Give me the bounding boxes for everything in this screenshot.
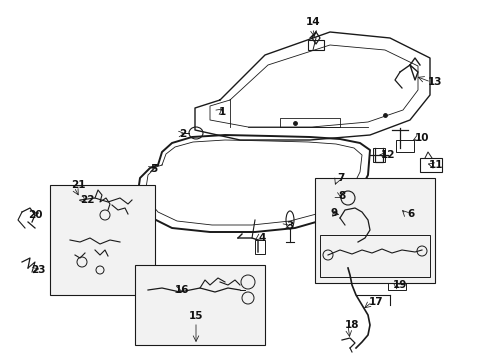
Text: 8: 8 [338,191,345,201]
Text: 15: 15 [188,311,203,321]
Text: 7: 7 [337,173,344,183]
Text: 18: 18 [344,320,359,330]
Bar [50,185,155,295]
Bar [387,280,405,290]
Text: 17: 17 [368,297,383,307]
Text: 11: 11 [428,160,442,170]
Bar [395,140,413,152]
Text: 4: 4 [258,233,265,243]
Bar [254,240,264,254]
Bar [135,265,264,345]
Bar [419,158,441,172]
Text: 9: 9 [330,208,337,218]
Bar [307,40,324,50]
Text: 10: 10 [414,133,428,143]
Text: 3: 3 [286,221,293,231]
Text: 2: 2 [179,129,186,139]
Text: 23: 23 [31,265,45,275]
Text: 5: 5 [150,164,157,174]
Text: 1: 1 [218,107,225,117]
Text: 16: 16 [174,285,189,295]
Text: 22: 22 [80,195,94,205]
Text: 6: 6 [407,209,414,219]
Text: 19: 19 [392,280,407,290]
Text: 12: 12 [380,150,394,160]
Bar [319,235,429,277]
Text: 13: 13 [427,77,441,87]
Text: 20: 20 [28,210,42,220]
Bar [372,148,384,162]
Text: 14: 14 [305,17,320,27]
Text: 21: 21 [71,180,85,190]
Bar [314,178,434,283]
